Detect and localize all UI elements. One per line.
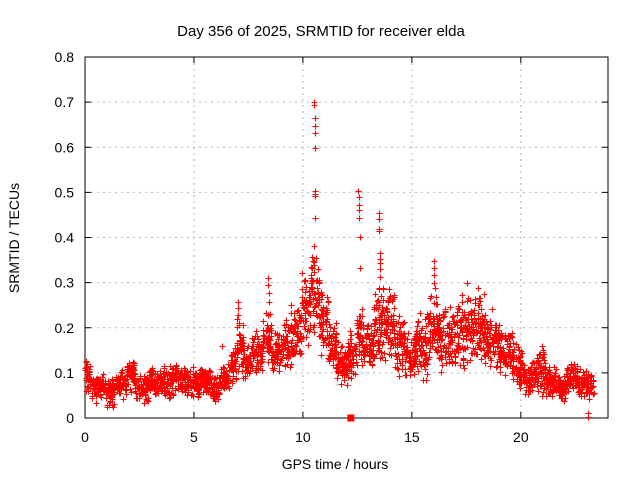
x-tick-label: 15	[404, 429, 420, 445]
chart-title: Day 356 of 2025, SRMTID for receiver eld…	[177, 23, 465, 40]
y-tick-label: 0.8	[55, 49, 75, 65]
axes	[84, 56, 609, 419]
event-square-marker	[347, 414, 355, 422]
y-tick-label: 0.4	[55, 230, 75, 246]
y-tick-label: 0.5	[55, 184, 75, 200]
x-tick-label: 0	[81, 429, 89, 445]
x-tick-label: 10	[295, 429, 311, 445]
y-tick-label: 0.6	[55, 139, 75, 155]
x-tick-label: 5	[190, 429, 198, 445]
y-tick-label: 0.3	[55, 275, 75, 291]
y-tick-label: 0.2	[55, 320, 75, 336]
y-tick-label: 0	[66, 410, 74, 426]
y-axis-label: SRMTID / TECUs	[6, 183, 22, 293]
data-points-plus-markers	[82, 99, 598, 421]
filled-square-marker	[347, 414, 355, 422]
y-tick-label: 0.7	[55, 94, 75, 110]
y-tick-label: 0.1	[55, 365, 75, 381]
x-tick-label: 20	[513, 429, 529, 445]
tick-labels: 0 5 10 15 20 0 0.1 0.2 0.3 0.4 0.5 0.6 0.7 0.8	[55, 49, 529, 445]
x-axis-label: GPS time / hours	[282, 456, 389, 472]
